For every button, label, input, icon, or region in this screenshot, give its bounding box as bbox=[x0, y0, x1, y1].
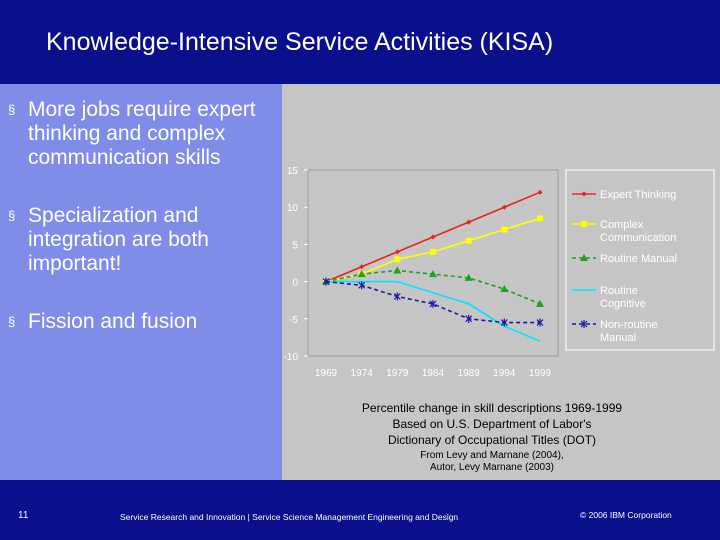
data-point bbox=[394, 256, 401, 263]
data-point bbox=[466, 219, 472, 225]
x-tick-label: 1969 bbox=[315, 368, 338, 379]
y-tick-label: 0 bbox=[292, 278, 298, 289]
data-point bbox=[581, 221, 587, 227]
data-point bbox=[465, 314, 473, 323]
source-line-2: Autor, Levy Marnane (2003) bbox=[430, 462, 554, 473]
legend-label: Complex bbox=[600, 219, 644, 231]
bullet-2-text: Specialization and integration are both … bbox=[28, 204, 209, 275]
x-tick-label: 1974 bbox=[351, 368, 374, 379]
legend-label: Communication bbox=[600, 232, 676, 244]
bullet-marker: § bbox=[8, 102, 16, 117]
data-point bbox=[464, 273, 473, 281]
data-point bbox=[500, 318, 508, 327]
legend-box bbox=[565, 169, 715, 351]
legend-label: Routine bbox=[600, 285, 638, 297]
bullet-marker: § bbox=[8, 208, 16, 223]
bullet-3-text: Fission and fusion bbox=[28, 310, 198, 333]
data-point bbox=[581, 191, 587, 197]
skill-change-chart: 15 10 5 0 -5 -10 1969 1974 1979 1984 1989 1994 1999… bbox=[284, 166, 715, 379]
data-point bbox=[359, 264, 365, 270]
y-tick-label: -10 bbox=[284, 352, 299, 363]
bullet-1-text: More jobs require expert thinking and co… bbox=[28, 98, 256, 169]
data-point bbox=[465, 237, 472, 244]
data-point bbox=[536, 299, 544, 307]
slide-title: Knowledge-Intensive Service Activities (… bbox=[46, 28, 554, 56]
data-point bbox=[429, 270, 437, 278]
data-point bbox=[580, 254, 588, 261]
bullet-marker: § bbox=[8, 314, 16, 329]
data-point bbox=[358, 281, 366, 290]
chart-caption: Percentile change in skill descriptions … bbox=[322, 400, 662, 448]
data-point bbox=[430, 234, 436, 240]
x-tick-label: 1999 bbox=[529, 368, 552, 379]
source-line-1: From Levy and Marnane (2004), bbox=[420, 450, 564, 461]
legend-label: Non-routine bbox=[600, 319, 657, 331]
footer-bar: 11 Service Research and Innovation | Ser… bbox=[0, 480, 720, 540]
y-tick-label: 10 bbox=[287, 203, 299, 214]
data-point bbox=[322, 277, 330, 286]
chart-panel: 15 10 5 0 -5 -10 1969 1974 1979 1984 1989 1994 1999… bbox=[282, 84, 720, 480]
data-point bbox=[537, 189, 543, 195]
legend-label: Expert Thinking bbox=[600, 189, 676, 201]
data-point bbox=[357, 270, 366, 278]
legend-label: Manual bbox=[600, 332, 636, 344]
page-number: 11 bbox=[18, 510, 29, 521]
y-tick-label: -5 bbox=[289, 315, 298, 326]
data-point bbox=[430, 248, 436, 255]
legend-label: Cognitive bbox=[600, 298, 646, 310]
x-tick-label: 1979 bbox=[386, 368, 409, 379]
data-point bbox=[536, 318, 544, 327]
x-tick-label: 1984 bbox=[422, 368, 445, 379]
data-point bbox=[500, 285, 509, 293]
caption-line-1: Percentile change in skill descriptions … bbox=[361, 401, 623, 415]
copyright: © 2006 IBM Corporation bbox=[580, 510, 672, 520]
x-tick-label: 1994 bbox=[493, 368, 516, 379]
data-point bbox=[501, 204, 507, 210]
chart-source: From Levy and Marnane (2004), Autor, Lev… bbox=[322, 450, 662, 474]
footer-text: Service Research and Innovation | Servic… bbox=[120, 512, 459, 522]
caption-line-3: Dictionary of Occupational Titles (DOT) bbox=[387, 433, 597, 447]
series-non-routine-manual bbox=[322, 277, 544, 327]
caption-line-2: Based on U.S. Department of Labor's bbox=[392, 417, 592, 431]
data-point bbox=[429, 299, 437, 308]
data-point bbox=[580, 320, 588, 328]
x-tick-label: 1989 bbox=[458, 368, 481, 379]
data-point bbox=[393, 266, 402, 274]
plot-area bbox=[307, 169, 559, 357]
data-point bbox=[501, 226, 508, 233]
title-bar: Knowledge-Intensive Service Activities (… bbox=[0, 0, 720, 84]
legend-label: Routine Manual bbox=[600, 253, 677, 265]
data-point bbox=[394, 249, 400, 255]
y-tick-label: 5 bbox=[292, 240, 298, 251]
data-point bbox=[393, 292, 401, 301]
y-tick-label: 15 bbox=[287, 166, 299, 177]
data-point bbox=[537, 215, 543, 222]
series-routine-manual bbox=[322, 266, 544, 307]
